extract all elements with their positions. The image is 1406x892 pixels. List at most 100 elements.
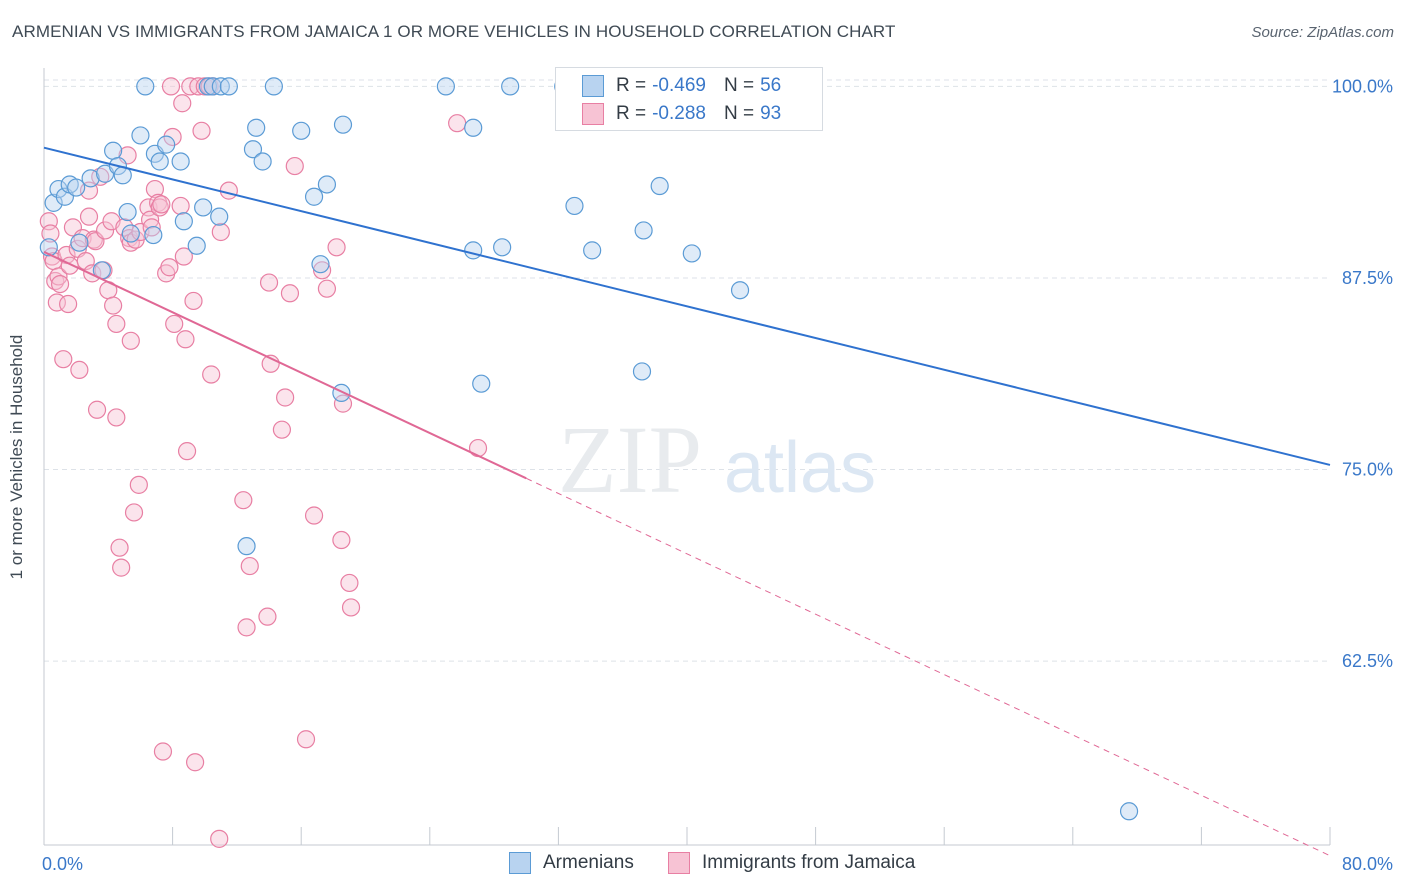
data-point-armenians	[1119, 802, 1139, 821]
data-point-armenians	[493, 238, 512, 257]
data-point-armenians	[243, 140, 263, 159]
data-point-armenians	[81, 169, 100, 188]
data-point-armenians	[131, 126, 150, 145]
data-point-jamaica	[59, 294, 78, 314]
data-point-armenians	[174, 212, 193, 231]
data-point-armenians	[247, 118, 266, 137]
data-point-jamaica	[332, 530, 351, 550]
data-point-jamaica	[177, 442, 197, 461]
data-point-armenians	[464, 241, 483, 260]
chart-source: Source: ZipAtlas.com	[1251, 24, 1394, 41]
y-tick-label: 100.0%	[1332, 76, 1393, 96]
data-point-jamaica	[87, 400, 107, 419]
bottom-legend-label: Armenians	[543, 852, 634, 873]
data-point-jamaica	[110, 538, 129, 557]
points-jamaica	[39, 77, 488, 848]
data-point-jamaica	[70, 360, 89, 380]
data-point-jamaica	[54, 350, 73, 369]
data-point-jamaica	[79, 207, 99, 226]
y-tick-label: 87.5%	[1342, 268, 1393, 288]
data-point-jamaica	[219, 181, 238, 200]
grid-lines	[44, 79, 1330, 662]
trend-line-jamaica-extrapolated	[526, 477, 1331, 857]
legend-row-armenians: R = -0.469 N = 56	[556, 72, 781, 100]
points-armenians	[39, 77, 1139, 821]
data-point-armenians	[565, 196, 584, 216]
data-point-jamaica	[50, 274, 70, 294]
data-point-armenians	[333, 115, 353, 134]
data-point-armenians	[157, 135, 176, 154]
data-point-jamaica	[121, 331, 140, 350]
data-point-armenians	[304, 187, 324, 206]
x-tick-label: 0.0%	[42, 854, 83, 874]
legend-n-value: 93	[760, 103, 782, 124]
bottom-swatch-jamaica	[668, 852, 690, 874]
x-tick-labels: 0.0% 80.0%	[42, 854, 1393, 874]
data-point-armenians	[144, 225, 163, 245]
data-point-armenians	[198, 77, 218, 96]
data-point-jamaica	[142, 218, 161, 237]
data-point-jamaica	[280, 284, 300, 303]
data-point-armenians	[317, 175, 337, 194]
data-point-jamaica	[211, 222, 230, 242]
data-point-armenians	[44, 193, 63, 212]
data-point-jamaica	[152, 195, 171, 214]
data-point-jamaica	[285, 156, 304, 176]
legend-swatch-armenians	[582, 75, 604, 97]
data-point-armenians	[194, 198, 213, 217]
data-point-jamaica	[95, 221, 115, 240]
data-point-jamaica	[124, 503, 144, 522]
data-point-jamaica	[107, 408, 126, 427]
data-point-jamaica	[237, 618, 256, 637]
data-point-armenians	[501, 77, 520, 96]
data-point-armenians	[70, 233, 89, 252]
data-point-jamaica	[317, 279, 337, 298]
legend-r-label: R =	[616, 103, 647, 124]
data-point-jamaica	[327, 238, 346, 257]
correlation-legend: R = -0.469 N = 56 R = -0.288 N = 93	[555, 67, 823, 131]
data-point-armenians	[67, 178, 86, 197]
data-point-armenians	[264, 77, 283, 96]
data-point-jamaica	[145, 179, 165, 199]
data-point-jamaica	[448, 114, 467, 133]
bottom-swatch-armenians	[509, 852, 531, 874]
data-point-jamaica	[174, 247, 193, 266]
data-point-jamaica	[312, 261, 332, 280]
axes	[43, 68, 1331, 846]
data-point-jamaica	[153, 742, 173, 761]
data-point-armenians	[187, 236, 206, 255]
chart-title: ARMENIAN VS IMMIGRANTS FROM JAMAICA 1 OR…	[12, 22, 896, 41]
data-point-jamaica	[104, 296, 123, 315]
data-point-armenians	[332, 383, 351, 402]
data-point-jamaica	[202, 365, 221, 384]
data-point-armenians	[311, 255, 330, 274]
data-point-jamaica	[259, 273, 279, 292]
y-tick-label: 62.5%	[1342, 651, 1393, 671]
data-point-jamaica	[276, 388, 295, 407]
data-point-jamaica	[161, 77, 181, 96]
data-point-jamaica	[234, 491, 253, 510]
y-tick-label: 75.0%	[1342, 460, 1393, 480]
data-point-armenians	[237, 537, 256, 556]
legend-n-label: N =	[723, 75, 755, 96]
data-point-jamaica	[210, 829, 229, 848]
data-point-jamaica	[49, 267, 68, 286]
data-point-armenians	[118, 202, 137, 222]
data-point-jamaica	[186, 753, 205, 772]
data-point-jamaica	[107, 314, 126, 334]
x-tick-label: 80.0%	[1342, 854, 1393, 874]
legend-r-value: -0.469	[652, 75, 706, 96]
data-point-armenians	[253, 152, 272, 171]
data-point-armenians	[219, 77, 238, 96]
data-point-jamaica	[129, 475, 148, 494]
data-point-armenians	[730, 281, 750, 300]
data-point-jamaica	[184, 291, 203, 311]
data-point-jamaica	[272, 420, 292, 439]
data-point-armenians	[121, 224, 140, 243]
data-point-armenians	[171, 152, 190, 171]
watermark: ZIP atlas	[558, 406, 876, 513]
watermark-zip: ZIP	[558, 406, 702, 513]
data-point-jamaica	[258, 607, 277, 626]
data-point-jamaica	[468, 438, 488, 458]
data-point-armenians	[583, 241, 602, 260]
